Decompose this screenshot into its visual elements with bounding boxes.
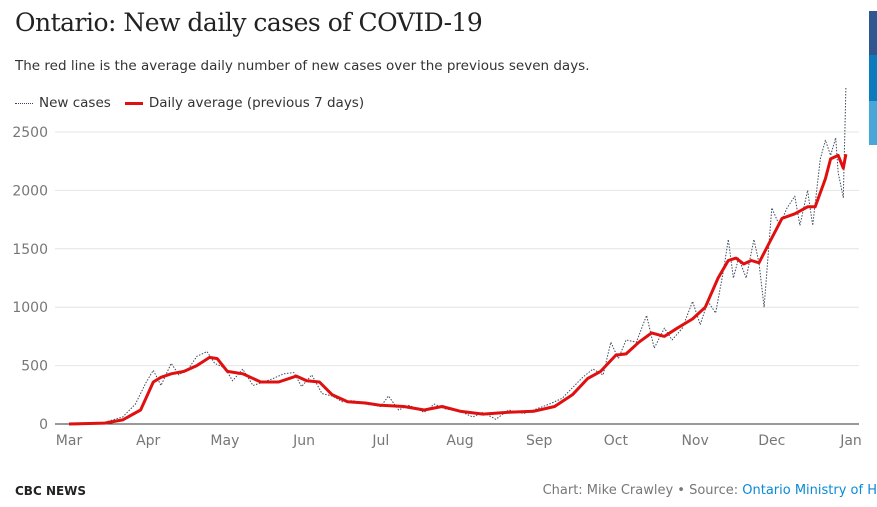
x-tick-label: Apr <box>136 433 160 449</box>
source-link[interactable]: Ontario Ministry of H <box>742 483 877 498</box>
legend-swatch-new-cases <box>15 102 33 104</box>
side-bar-2 <box>869 55 877 101</box>
line-chart: 0 500 1000 1500 2000 2500 Mar Apr May Jun Jul Aug Se… <box>12 87 862 449</box>
legend-label-average: Daily average (previous 7 days) <box>148 95 365 111</box>
chart-credit: Chart: Mike Crawley • Source: Ontario Mi… <box>543 483 877 498</box>
x-tick-label: Nov <box>681 433 708 449</box>
y-tick-label: 500 <box>21 359 48 375</box>
y-tick-label: 1000 <box>12 300 48 316</box>
y-tick-label: 1500 <box>12 242 48 258</box>
side-bar-3 <box>869 101 877 145</box>
x-tick-label: Oct <box>604 433 629 449</box>
x-tick-label: Sep <box>526 433 553 449</box>
x-tick-label: Aug <box>446 433 473 449</box>
chart-title: Ontario: New daily cases of COVID-19 <box>15 8 483 37</box>
x-tick-label: Dec <box>758 433 785 449</box>
average-line <box>68 153 848 426</box>
x-tick-label: Mar <box>56 433 83 449</box>
x-tick-label: May <box>210 433 239 449</box>
legend: New cases Daily average (previous 7 days… <box>15 95 364 111</box>
side-bar-1 <box>869 11 877 55</box>
new-cases-line <box>68 87 847 425</box>
credit-text: Chart: Mike Crawley • Source: <box>542 483 743 498</box>
x-tick-label: Jan <box>839 433 862 449</box>
y-tick-label: 2500 <box>12 125 48 141</box>
x-tick-label: Jun <box>292 433 315 449</box>
chart-subtitle: The red line is the average daily number… <box>15 58 590 74</box>
brand-label: CBC NEWS <box>15 484 87 498</box>
legend-label-new-cases: New cases <box>39 95 111 111</box>
y-tick-label: 0 <box>39 417 48 433</box>
x-tick-label: Jul <box>371 433 389 449</box>
y-tick-label: 2000 <box>12 183 48 199</box>
legend-swatch-average <box>124 101 143 105</box>
